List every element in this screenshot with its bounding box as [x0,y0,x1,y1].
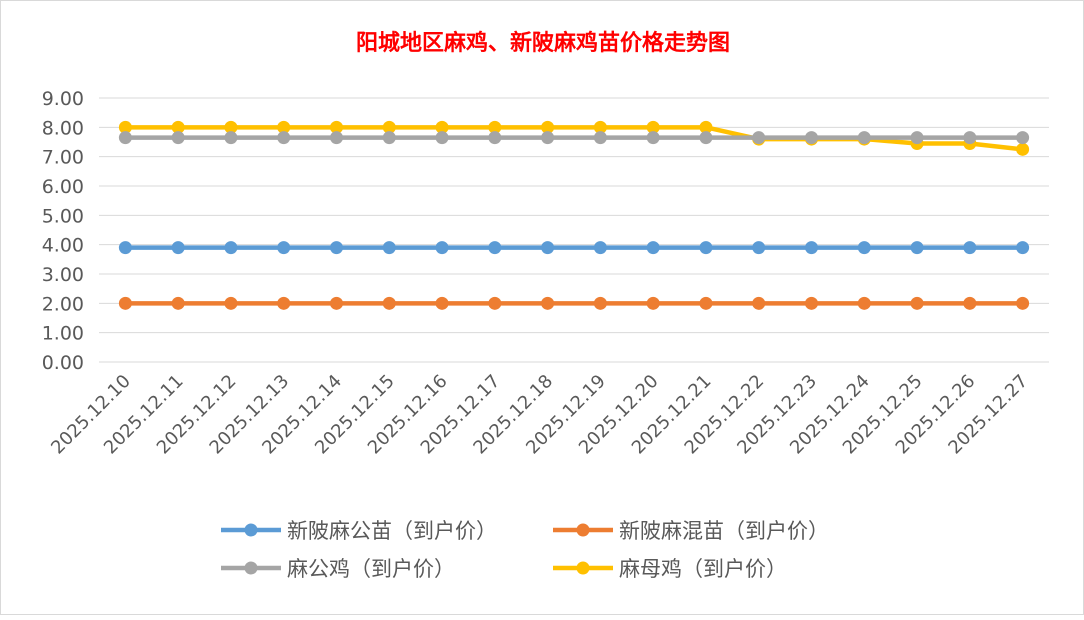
data-point [541,241,555,255]
series-1 [118,296,1030,310]
data-point [488,131,502,145]
legend-marker [244,523,258,537]
data-point [435,296,449,310]
data-point [118,296,132,310]
data-point [963,241,977,255]
data-point [646,131,660,145]
data-point [488,241,502,255]
y-tick-label: 5.00 [42,205,84,227]
data-point [593,241,607,255]
legend-item: 新陂麻混苗（到户价） [553,519,829,543]
chart-title: 阳城地区麻鸡、新陂麻鸡苗价格走势图 [356,30,730,56]
legend-marker [576,523,590,537]
data-point [435,131,449,145]
data-point [646,241,660,255]
legend-marker [244,561,258,575]
data-point [910,241,924,255]
legend-item: 新陂麻公苗（到户价） [221,519,497,543]
data-point [805,296,818,310]
data-point [382,296,396,310]
y-tick-label: 3.00 [42,264,84,286]
legend: 新陂麻公苗（到户价） 新陂麻混苗（到户价） 麻公鸡（到户价） 麻母鸡（到户价） [221,519,829,581]
data-point [541,131,555,145]
y-tick-label: 0.00 [42,352,84,374]
data-point [382,241,396,255]
data-point [330,241,343,255]
data-point [593,131,607,145]
legend-label: 新陂麻公苗（到户价） [287,519,497,543]
data-point [752,241,766,255]
y-tick-label: 6.00 [42,176,84,198]
data-point [330,120,343,134]
legend-label: 麻母鸡（到户价） [619,557,787,581]
data-point [382,120,396,134]
data-point [699,131,713,145]
data-point [382,131,396,145]
y-axis-tick-labels: 0.00 1.00 2.00 3.00 4.00 5.00 6.00 7.00 8.00 9.00 [42,88,84,374]
data-point [857,241,871,255]
data-point [1016,142,1030,156]
data-point [277,296,291,310]
data-point [224,120,238,134]
data-point [593,296,607,310]
legend-label: 麻公鸡（到户价） [287,557,455,581]
data-point [541,120,555,134]
data-point [963,296,977,310]
data-point [541,296,555,310]
data-point [118,120,132,134]
data-point [699,296,713,310]
data-point [171,296,185,310]
data-point [857,131,871,145]
series-2 [118,131,1030,145]
data-point [805,241,818,255]
data-point [646,120,660,134]
data-point [277,120,291,134]
data-point [1016,241,1030,255]
data-point [699,120,713,134]
data-point [1016,131,1030,145]
data-point [277,241,291,255]
y-tick-label: 1.00 [42,323,84,345]
y-tick-label: 8.00 [42,117,84,139]
data-point [752,296,766,310]
y-tick-label: 4.00 [42,235,84,257]
x-axis-tick-labels: 2025.12.102025.12.112025.12.122025.12.13… [47,371,1032,459]
y-tick-label: 7.00 [42,147,84,169]
data-point [699,241,713,255]
data-point [963,131,977,145]
legend-marker [576,561,590,575]
data-point [1016,296,1030,310]
data-point [910,296,924,310]
data-point [330,296,343,310]
legend-item: 麻公鸡（到户价） [221,557,455,581]
data-point [171,131,185,145]
y-tick-label: 9.00 [42,88,84,110]
data-point [224,131,238,145]
data-point [593,120,607,134]
data-point [224,241,238,255]
legend-label: 新陂麻混苗（到户价） [619,519,829,543]
data-point [224,296,238,310]
series-lines [118,120,1030,310]
series-0 [118,241,1030,255]
data-point [330,131,343,145]
data-point [805,131,818,145]
data-point [118,131,132,145]
data-point [646,296,660,310]
data-point [277,131,291,145]
data-point [752,131,766,145]
legend-item: 麻母鸡（到户价） [553,557,787,581]
data-point [171,241,185,255]
data-point [435,241,449,255]
data-point [488,120,502,134]
data-point [118,241,132,255]
y-tick-label: 2.00 [42,293,84,315]
data-point [910,131,924,145]
data-point [488,296,502,310]
data-point [435,120,449,134]
data-point [857,296,871,310]
data-point [171,120,185,134]
